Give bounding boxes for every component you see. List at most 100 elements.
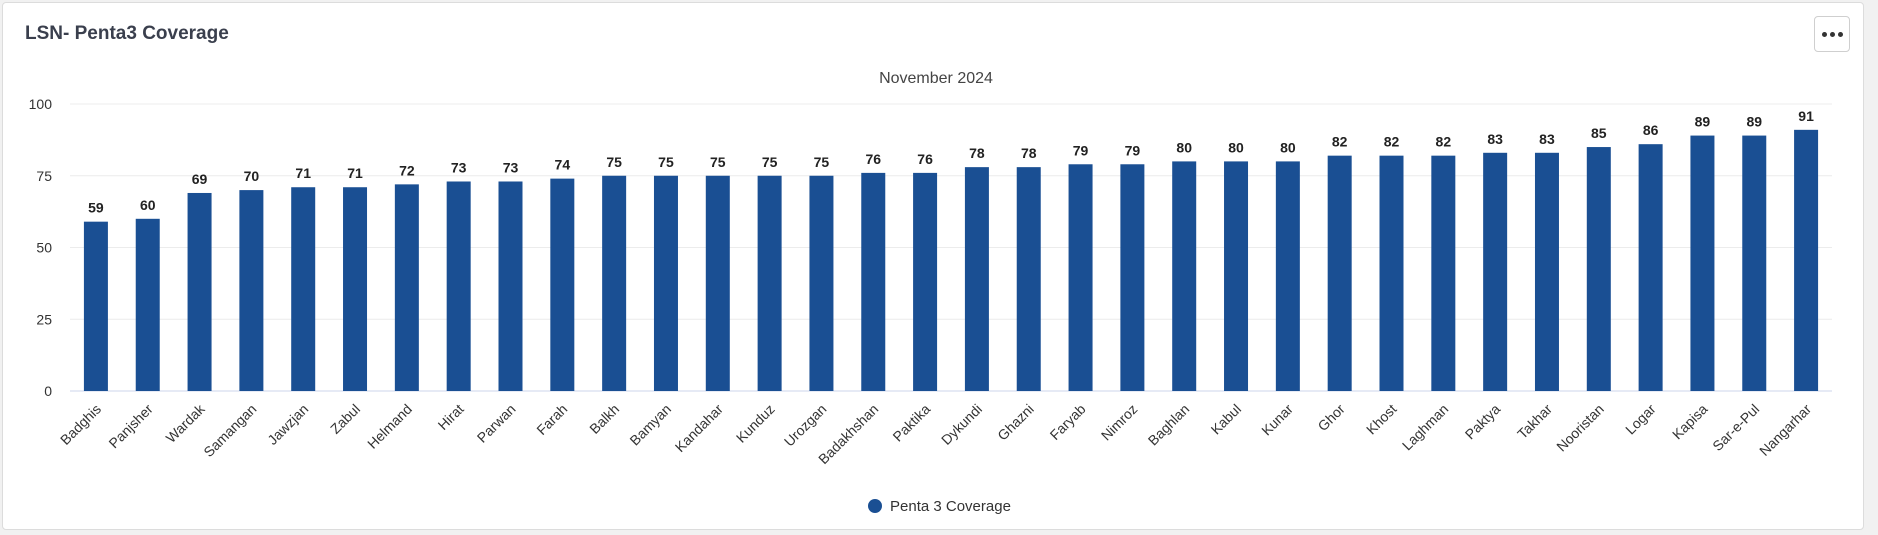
legend[interactable]: Penta 3 Coverage bbox=[868, 498, 1011, 515]
x-tick-label: Faryab bbox=[1047, 401, 1089, 443]
x-tick-label: Logar bbox=[1622, 401, 1659, 438]
x-tick-label: Hirat bbox=[435, 401, 467, 433]
y-tick-label: 25 bbox=[36, 311, 52, 327]
x-tick-label: Ghor bbox=[1314, 401, 1348, 435]
bar[interactable] bbox=[1016, 167, 1041, 391]
bar[interactable] bbox=[343, 187, 368, 391]
bar[interactable] bbox=[1794, 129, 1819, 391]
bar[interactable] bbox=[1534, 152, 1559, 391]
chart-subtitle: November 2024 bbox=[879, 70, 993, 87]
bar-value-label: 79 bbox=[1073, 142, 1089, 158]
bar[interactable] bbox=[498, 181, 523, 391]
bar[interactable] bbox=[291, 187, 316, 391]
bar-value-label: 78 bbox=[1021, 145, 1037, 161]
bar-value-label: 79 bbox=[1125, 142, 1141, 158]
bar-value-label: 78 bbox=[969, 145, 985, 161]
x-tick-label: Balkh bbox=[586, 401, 622, 437]
x-tick-label: Kandahar bbox=[672, 401, 726, 455]
bar-value-label: 71 bbox=[347, 165, 363, 181]
bar-value-label: 89 bbox=[1695, 114, 1711, 130]
bar[interactable] bbox=[602, 175, 627, 391]
bar-value-label: 86 bbox=[1643, 122, 1659, 138]
bar-value-label: 72 bbox=[399, 162, 415, 178]
x-tick-label: Parwan bbox=[474, 401, 519, 446]
x-tick-label: Kabul bbox=[1208, 401, 1245, 438]
x-tick-label: Nooristan bbox=[1553, 401, 1607, 455]
x-tick-label: Samangan bbox=[200, 401, 259, 460]
bar-value-label: 59 bbox=[88, 200, 104, 216]
x-tick-label: Paktya bbox=[1462, 401, 1504, 443]
x-tick-label: Nimroz bbox=[1098, 401, 1141, 444]
bar[interactable] bbox=[1483, 152, 1508, 391]
bar-value-label: 76 bbox=[865, 151, 881, 167]
x-tick-label: Kapisa bbox=[1669, 401, 1711, 443]
bar-value-label: 69 bbox=[192, 171, 208, 187]
y-tick-label: 100 bbox=[29, 96, 53, 112]
x-tick-label: Khost bbox=[1363, 401, 1400, 438]
x-tick-label: Laghman bbox=[1399, 401, 1452, 454]
bar[interactable] bbox=[809, 175, 834, 391]
x-tick-label: Wardak bbox=[163, 400, 209, 446]
bar[interactable] bbox=[913, 172, 938, 391]
bar-value-label: 85 bbox=[1591, 125, 1607, 141]
x-tick-label: Paktika bbox=[889, 401, 933, 445]
x-tick-label: Bamyan bbox=[626, 401, 674, 449]
bar[interactable] bbox=[1068, 164, 1093, 391]
bar-value-label: 82 bbox=[1436, 134, 1452, 150]
bar-value-label: 89 bbox=[1746, 114, 1762, 130]
bar[interactable] bbox=[239, 190, 264, 391]
bar[interactable] bbox=[964, 167, 989, 391]
x-tick-label: Badghis bbox=[57, 401, 104, 448]
bar-value-label: 73 bbox=[503, 159, 519, 175]
bar-value-label: 60 bbox=[140, 197, 156, 213]
bar[interactable] bbox=[394, 184, 419, 391]
bar[interactable] bbox=[1379, 155, 1404, 391]
bar-value-label: 80 bbox=[1228, 139, 1244, 155]
bar[interactable] bbox=[83, 221, 108, 391]
bar[interactable] bbox=[1120, 164, 1145, 391]
menu-dot bbox=[1821, 31, 1827, 37]
bar[interactable] bbox=[1431, 155, 1456, 391]
bar-value-label: 82 bbox=[1332, 134, 1348, 150]
bar[interactable] bbox=[861, 172, 886, 391]
bar[interactable] bbox=[1224, 161, 1249, 391]
bar-value-label: 75 bbox=[658, 154, 674, 170]
x-tick-label: Sar-e-Pul bbox=[1709, 401, 1762, 454]
x-tick-label: Urozgan bbox=[781, 401, 830, 450]
bar[interactable] bbox=[135, 218, 160, 391]
legend-marker bbox=[868, 499, 882, 513]
bar-value-label: 82 bbox=[1384, 134, 1400, 150]
bar[interactable] bbox=[1275, 161, 1300, 391]
bar[interactable] bbox=[1172, 161, 1197, 391]
bar-value-label: 74 bbox=[555, 157, 571, 173]
bar-value-label: 76 bbox=[917, 151, 933, 167]
bar[interactable] bbox=[1586, 147, 1611, 391]
ellipsis-icon[interactable] bbox=[1814, 16, 1850, 52]
bar[interactable] bbox=[1638, 144, 1663, 391]
bar-value-label: 75 bbox=[606, 154, 622, 170]
bar[interactable] bbox=[1690, 135, 1715, 391]
x-tick-label: Takhar bbox=[1514, 401, 1555, 442]
menu-dot bbox=[1829, 31, 1835, 37]
bar[interactable] bbox=[1742, 135, 1767, 391]
bars: 59 60 69 70 71 71 72 73 73 74 75 75 75 75 75 76 76 78 78 79… bbox=[83, 108, 1819, 391]
bar[interactable] bbox=[705, 175, 730, 391]
bar[interactable] bbox=[653, 175, 678, 391]
x-tick-label: Farah bbox=[533, 401, 570, 438]
bar-value-label: 75 bbox=[814, 154, 830, 170]
y-tick-label: 0 bbox=[44, 383, 52, 399]
bar[interactable] bbox=[550, 178, 575, 391]
bar[interactable] bbox=[757, 175, 782, 391]
bar-value-label: 83 bbox=[1487, 131, 1503, 147]
bar[interactable] bbox=[1327, 155, 1352, 391]
bar-value-label: 75 bbox=[762, 154, 778, 170]
bar-value-label: 83 bbox=[1539, 131, 1555, 147]
bar[interactable] bbox=[187, 192, 212, 391]
x-tick-label: Nangarhar bbox=[1756, 401, 1814, 459]
x-tick-label: Kunduz bbox=[733, 401, 778, 446]
y-tick-label: 75 bbox=[36, 168, 52, 184]
bar[interactable] bbox=[446, 181, 471, 391]
y-axis: 0 25 50 75 100 bbox=[29, 96, 53, 399]
